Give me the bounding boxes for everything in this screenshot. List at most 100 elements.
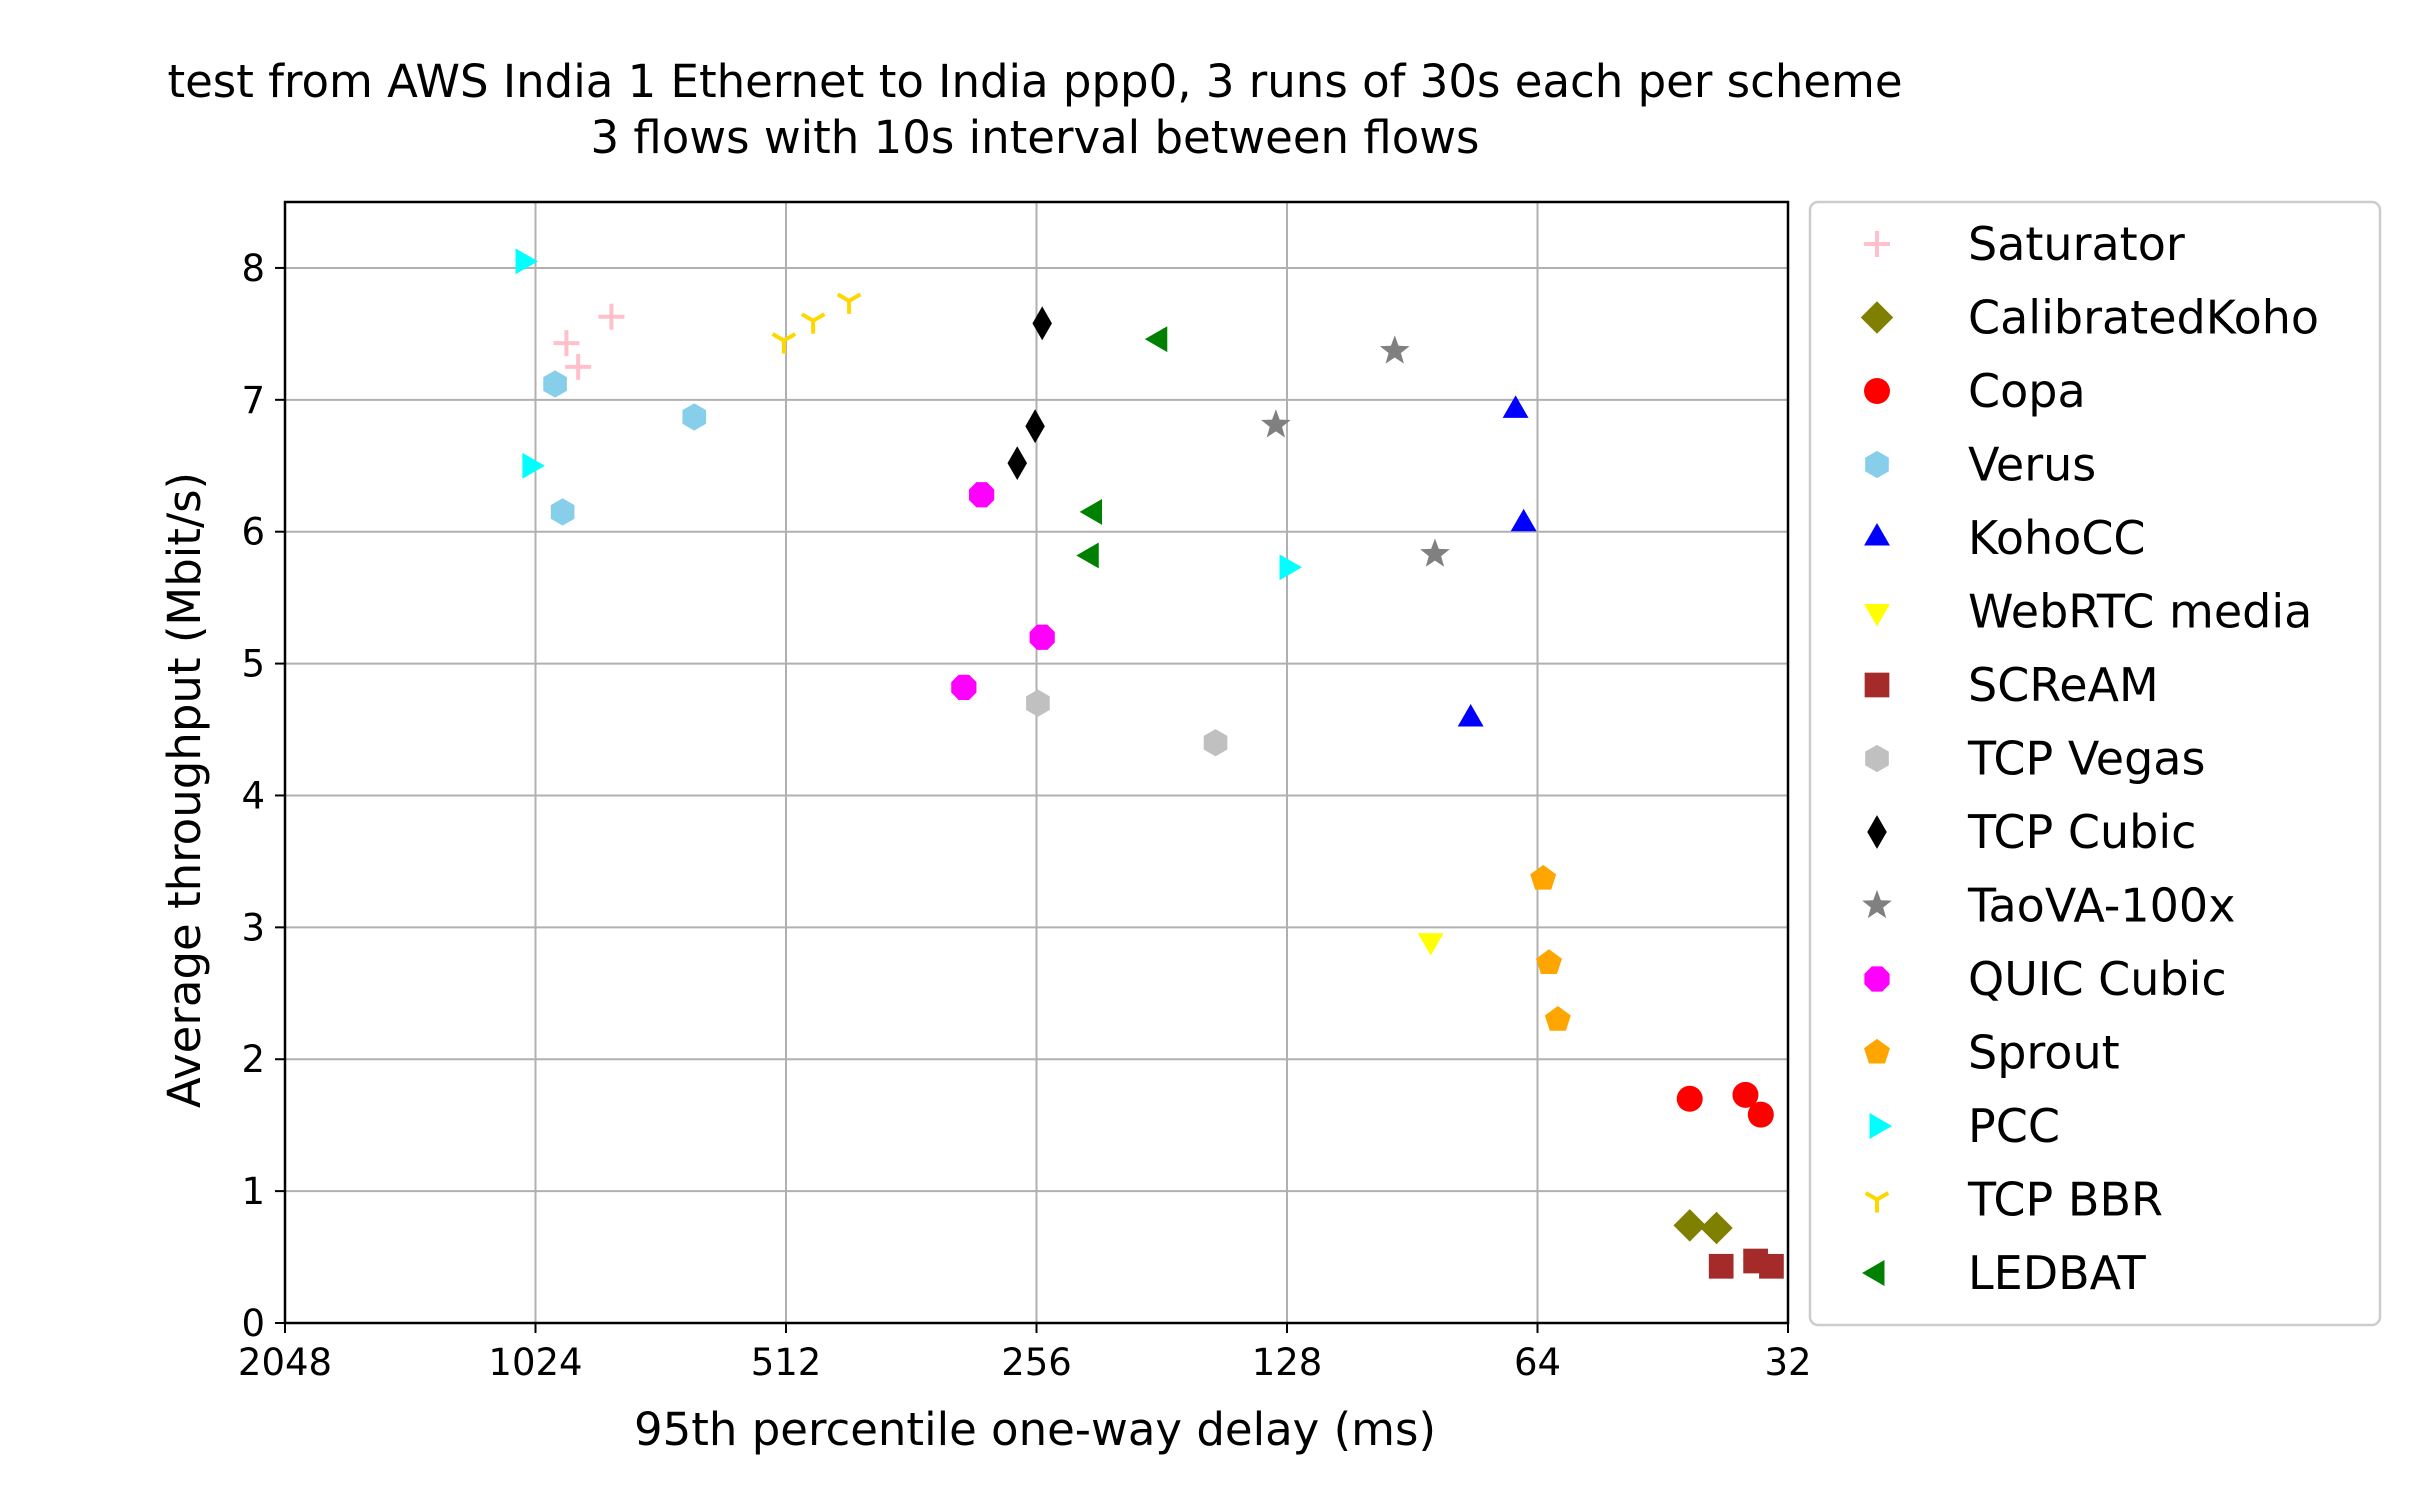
legend-item-kohocc: KohoCC — [1864, 511, 2146, 565]
data-point-copa — [1747, 1101, 1774, 1128]
legend-marker-quic-cubic — [1864, 966, 1890, 992]
data-point-saturator — [565, 353, 592, 380]
series-verus — [543, 370, 707, 526]
series-tcp-cubic — [1007, 306, 1052, 481]
legend-item-taova-100x: TaoVA-100x — [1862, 879, 2235, 933]
legend-item-sprout: Sprout — [1864, 1026, 2120, 1080]
legend-label-calibratedkoho: CalibratedKoho — [1968, 291, 2319, 345]
legend-label-tcp-cubic: TCP Cubic — [1967, 805, 2196, 859]
legend-item-webrtc-media: WebRTC media — [1864, 585, 2312, 639]
data-point-kohocc — [1457, 704, 1484, 727]
series-copa — [1676, 1081, 1774, 1128]
series-sprout — [1530, 864, 1571, 1031]
y-tick-label: 3 — [241, 906, 265, 949]
data-point-copa — [1732, 1081, 1759, 1108]
legend-item-tcp-cubic: TCP Cubic — [1867, 805, 2196, 859]
series-taova-100x — [1261, 335, 1450, 567]
data-point-tcp-cubic — [1007, 446, 1028, 481]
data-point-saturator — [598, 303, 625, 330]
y-tick-label: 2 — [241, 1038, 265, 1081]
data-point-calibratedkoho — [1673, 1209, 1706, 1242]
series-ledbat — [1076, 326, 1168, 569]
legend-label-sprout: Sprout — [1968, 1026, 2120, 1080]
y-tick-label: 1 — [241, 1170, 265, 1213]
grid — [284, 202, 1789, 1324]
x-tick-label: 64 — [1514, 1341, 1561, 1384]
chart-title-line-2: 3 flows with 10s interval between flows — [590, 111, 1479, 164]
data-point-pcc — [515, 248, 538, 275]
legend-marker-ledbat — [1862, 1260, 1885, 1286]
y-tick-label: 5 — [241, 643, 265, 686]
series-tcp-bbr — [771, 292, 862, 354]
legend-item-scream: SCReAM — [1864, 658, 2159, 712]
legend-item-copa: Copa — [1864, 364, 2086, 418]
data-point-tcp-vegas — [1026, 689, 1050, 717]
data-point-ledbat — [1079, 498, 1103, 525]
legend-item-ledbat: LEDBAT — [1862, 1246, 2147, 1300]
legend-box — [1808, 200, 2382, 1327]
legend-item-quic-cubic: QUIC Cubic — [1864, 952, 2227, 1006]
series-saturator — [553, 303, 625, 380]
legend-marker-webrtc-media — [1864, 604, 1890, 627]
legend-item-verus: Verus — [1865, 438, 2096, 492]
x-tick-label: 32 — [1764, 1341, 1811, 1384]
legend-label-scream: SCReAM — [1968, 658, 2159, 712]
y-tick-label: 0 — [241, 1302, 265, 1345]
legend-label-tcp-bbr: TCP BBR — [1967, 1173, 2163, 1227]
data-point-taova-100x — [1379, 335, 1410, 364]
legend-item-tcp-vegas: TCP Vegas — [1865, 732, 2205, 786]
legend-label-tcp-vegas: TCP Vegas — [1967, 732, 2205, 786]
data-point-scream — [1759, 1253, 1784, 1279]
data-point-taova-100x — [1261, 409, 1291, 438]
data-point-verus — [543, 370, 567, 398]
legend-marker-tcp-vegas — [1865, 744, 1889, 773]
data-point-ledbat — [1076, 542, 1099, 569]
data-point-tcp-vegas — [1203, 729, 1228, 757]
series-calibratedkoho — [1673, 1209, 1733, 1245]
legend-marker-verus — [1865, 450, 1889, 479]
data-point-tcp-bbr — [800, 312, 826, 334]
legend-marker-saturator — [1864, 231, 1890, 257]
data-point-tcp-bbr — [836, 292, 862, 314]
data-points — [515, 248, 1784, 1279]
legend-label-taova-100x: TaoVA-100x — [1967, 879, 2235, 933]
data-point-ledbat — [1144, 326, 1168, 353]
x-axis-ticks: 2048 1024 512 256 128 64 32 — [238, 1323, 1812, 1384]
legend-marker-tcp-bbr — [1864, 1191, 1890, 1213]
legend: Saturator CalibratedKoho Copa Verus KohoCC We… — [1808, 200, 2382, 1327]
legend-item-tcp-bbr: TCP BBR — [1864, 1173, 2163, 1227]
data-point-sprout — [1530, 864, 1557, 890]
series-webrtc-media — [1417, 933, 1444, 956]
legend-marker-tcp-cubic — [1867, 815, 1887, 849]
series-kohocc — [1457, 395, 1537, 727]
x-tick-label: 2048 — [238, 1341, 332, 1384]
legend-item-saturator: Saturator — [1864, 217, 2185, 271]
series-tcp-vegas — [1026, 689, 1228, 757]
data-point-verus — [682, 403, 707, 431]
legend-marker-pcc — [1869, 1113, 1892, 1139]
x-tick-label: 256 — [1001, 1341, 1072, 1384]
data-point-pcc — [1279, 554, 1302, 581]
chart-title: test from AWS India 1 Ethernet to India … — [167, 55, 1902, 164]
legend-label-pcc: PCC — [1968, 1099, 2060, 1153]
data-point-tcp-cubic — [1032, 306, 1052, 341]
legend-marker-sprout — [1864, 1038, 1890, 1064]
legend-marker-copa — [1864, 378, 1890, 404]
legend-marker-taova-100x — [1862, 889, 1892, 919]
data-point-quic-cubic — [968, 482, 995, 508]
y-axis-label: Average throughput (Mbit/s) — [158, 472, 211, 1108]
data-point-tcp-cubic — [1025, 409, 1045, 444]
legend-marker-kohocc — [1864, 523, 1890, 546]
data-point-webrtc-media — [1417, 933, 1444, 956]
series-scream — [1708, 1248, 1784, 1279]
y-tick-label: 4 — [241, 774, 265, 817]
legend-label-kohocc: KohoCC — [1968, 511, 2146, 565]
y-axis-ticks: 0 1 2 3 4 5 6 7 8 — [241, 247, 285, 1345]
data-point-taova-100x — [1420, 538, 1450, 567]
legend-label-saturator: Saturator — [1968, 217, 2185, 271]
data-point-sprout — [1544, 1006, 1571, 1031]
y-tick-label: 7 — [241, 379, 265, 422]
data-point-sprout — [1535, 949, 1562, 974]
y-tick-label: 6 — [241, 511, 265, 554]
